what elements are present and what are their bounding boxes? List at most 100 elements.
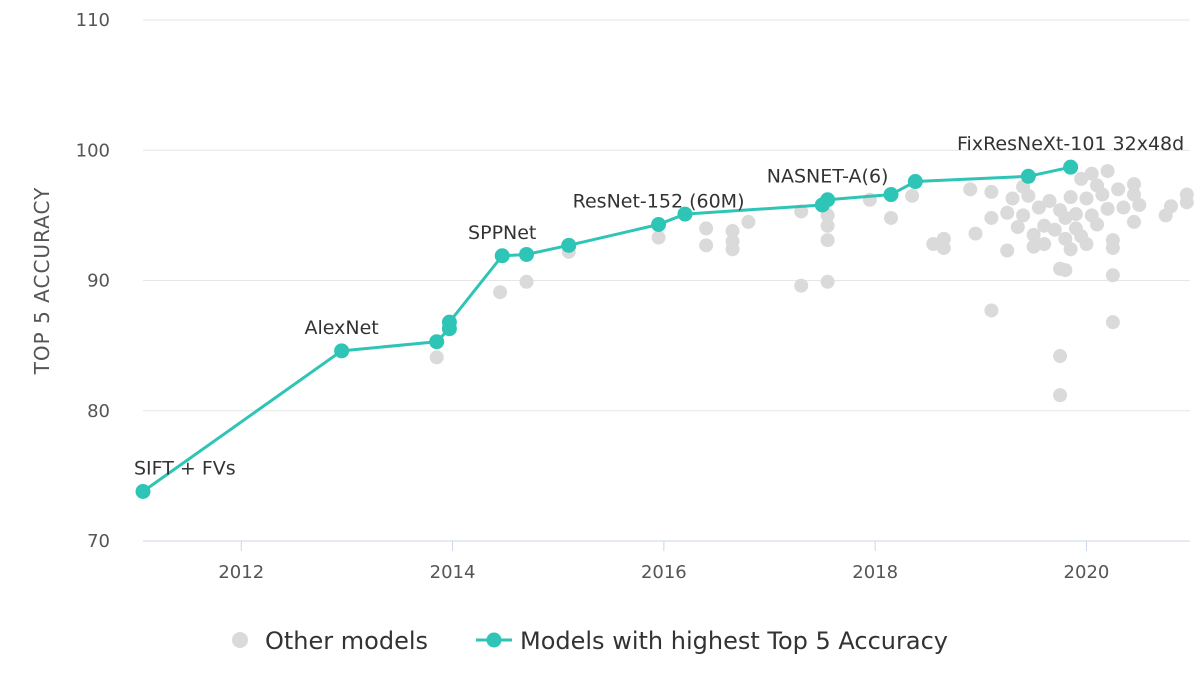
best-model-point[interactable] bbox=[883, 187, 899, 203]
series-best-models bbox=[135, 159, 1079, 500]
best-model-point[interactable] bbox=[820, 192, 836, 208]
other-model-point[interactable] bbox=[1090, 217, 1105, 232]
other-model-point[interactable] bbox=[429, 350, 444, 365]
other-model-point[interactable] bbox=[963, 182, 978, 197]
best-model-point[interactable] bbox=[677, 206, 693, 222]
other-model-point[interactable] bbox=[1105, 240, 1120, 255]
other-model-point[interactable] bbox=[984, 303, 999, 318]
annotation-label: NASNET-A(6) bbox=[767, 166, 889, 188]
other-model-point[interactable] bbox=[699, 238, 714, 253]
x-tick-label: 2018 bbox=[852, 562, 898, 583]
other-model-point[interactable] bbox=[1058, 210, 1073, 225]
y-tick-label: 90 bbox=[87, 271, 110, 292]
other-model-point[interactable] bbox=[1111, 182, 1126, 197]
x-tick-label: 2014 bbox=[430, 562, 476, 583]
other-model-point[interactable] bbox=[651, 230, 666, 245]
other-model-point[interactable] bbox=[1053, 388, 1068, 403]
y-tick-label: 100 bbox=[76, 140, 110, 161]
other-model-point[interactable] bbox=[1127, 187, 1142, 202]
best-model-point[interactable] bbox=[1020, 168, 1036, 184]
other-model-point[interactable] bbox=[1037, 218, 1052, 233]
x-tick-label: 2016 bbox=[641, 562, 687, 583]
other-model-point[interactable] bbox=[725, 224, 740, 239]
other-model-point[interactable] bbox=[1116, 200, 1131, 215]
other-model-point[interactable] bbox=[984, 210, 999, 225]
best-model-point[interactable] bbox=[494, 248, 510, 264]
annotation-label: SPPNet bbox=[468, 222, 536, 244]
other-model-point[interactable] bbox=[1037, 237, 1052, 252]
other-model-point[interactable] bbox=[1026, 239, 1041, 254]
other-model-point[interactable] bbox=[926, 237, 941, 252]
other-model-point[interactable] bbox=[1047, 222, 1062, 237]
other-model-point[interactable] bbox=[1005, 191, 1020, 206]
best-model-point[interactable] bbox=[334, 343, 350, 359]
other-model-point[interactable] bbox=[1042, 194, 1057, 209]
other-model-point[interactable] bbox=[1053, 349, 1068, 364]
other-model-point[interactable] bbox=[1079, 237, 1094, 252]
other-model-point[interactable] bbox=[1058, 231, 1073, 246]
other-model-point[interactable] bbox=[905, 188, 920, 203]
other-model-point[interactable] bbox=[741, 214, 756, 229]
other-model-point[interactable] bbox=[1010, 220, 1025, 235]
best-model-point[interactable] bbox=[561, 237, 577, 253]
other-model-point[interactable] bbox=[1105, 315, 1120, 330]
y-tick-label: 80 bbox=[87, 401, 110, 422]
other-model-point[interactable] bbox=[1105, 268, 1120, 283]
other-model-point[interactable] bbox=[1127, 177, 1142, 192]
annotation-label: SIFT + FVs bbox=[134, 458, 236, 480]
other-model-point[interactable] bbox=[725, 242, 740, 257]
other-model-point[interactable] bbox=[1031, 200, 1046, 215]
legend: Other models Models with highest Top 5 A… bbox=[232, 627, 948, 655]
other-model-point[interactable] bbox=[1074, 171, 1089, 186]
other-model-point[interactable] bbox=[1179, 195, 1194, 210]
best-model-point[interactable] bbox=[135, 484, 151, 500]
other-model-point[interactable] bbox=[820, 218, 835, 233]
x-tick-label: 2012 bbox=[218, 562, 264, 583]
other-model-point[interactable] bbox=[1132, 197, 1147, 212]
best-model-point[interactable] bbox=[429, 334, 445, 350]
other-model-point[interactable] bbox=[1026, 227, 1041, 242]
best-model-point[interactable] bbox=[519, 246, 535, 262]
other-model-point[interactable] bbox=[1021, 188, 1036, 203]
other-model-point[interactable] bbox=[1127, 214, 1142, 229]
other-model-point[interactable] bbox=[1016, 208, 1031, 223]
best-model-point[interactable] bbox=[651, 216, 667, 232]
axes: 2012 2014 2016 2018 2020 bbox=[143, 540, 1190, 583]
other-model-point[interactable] bbox=[820, 233, 835, 248]
other-model-point[interactable] bbox=[1100, 201, 1115, 216]
other-model-point[interactable] bbox=[984, 184, 999, 199]
other-model-point[interactable] bbox=[1163, 199, 1178, 214]
legend-item-best-models[interactable]: Models with highest Top 5 Accuracy bbox=[476, 627, 948, 655]
legend-best-marker bbox=[486, 632, 502, 648]
other-model-point[interactable] bbox=[968, 226, 983, 241]
best-model-point[interactable] bbox=[1063, 159, 1079, 175]
other-model-point[interactable] bbox=[1000, 205, 1015, 220]
y-axis-title: TOP 5 ACCURACY bbox=[30, 187, 54, 376]
other-model-point[interactable] bbox=[1079, 191, 1094, 206]
other-model-point[interactable] bbox=[1063, 190, 1078, 205]
other-model-point[interactable] bbox=[1063, 242, 1078, 257]
other-model-point[interactable] bbox=[1084, 166, 1099, 181]
best-model-point[interactable] bbox=[441, 314, 457, 330]
other-model-point[interactable] bbox=[794, 278, 809, 293]
other-model-point[interactable] bbox=[1100, 164, 1115, 179]
y-tick-label: 70 bbox=[87, 531, 110, 552]
other-model-point[interactable] bbox=[936, 240, 951, 255]
x-tick-label: 2020 bbox=[1064, 562, 1110, 583]
other-model-point[interactable] bbox=[1095, 187, 1110, 202]
other-model-point[interactable] bbox=[1068, 207, 1083, 222]
legend-best-label: Models with highest Top 5 Accuracy bbox=[520, 627, 948, 655]
other-model-point[interactable] bbox=[519, 274, 534, 289]
other-model-point[interactable] bbox=[1000, 243, 1015, 258]
legend-item-other-models[interactable]: Other models bbox=[232, 627, 428, 655]
best-model-point[interactable] bbox=[907, 174, 923, 190]
other-model-point[interactable] bbox=[884, 210, 899, 225]
annotation-label: FixResNeXt-101 32x48d bbox=[957, 133, 1184, 155]
series-other-models bbox=[429, 164, 1194, 403]
other-model-point[interactable] bbox=[1058, 263, 1073, 278]
other-model-point[interactable] bbox=[820, 274, 835, 289]
other-model-point[interactable] bbox=[493, 285, 508, 300]
other-model-point[interactable] bbox=[699, 221, 714, 236]
